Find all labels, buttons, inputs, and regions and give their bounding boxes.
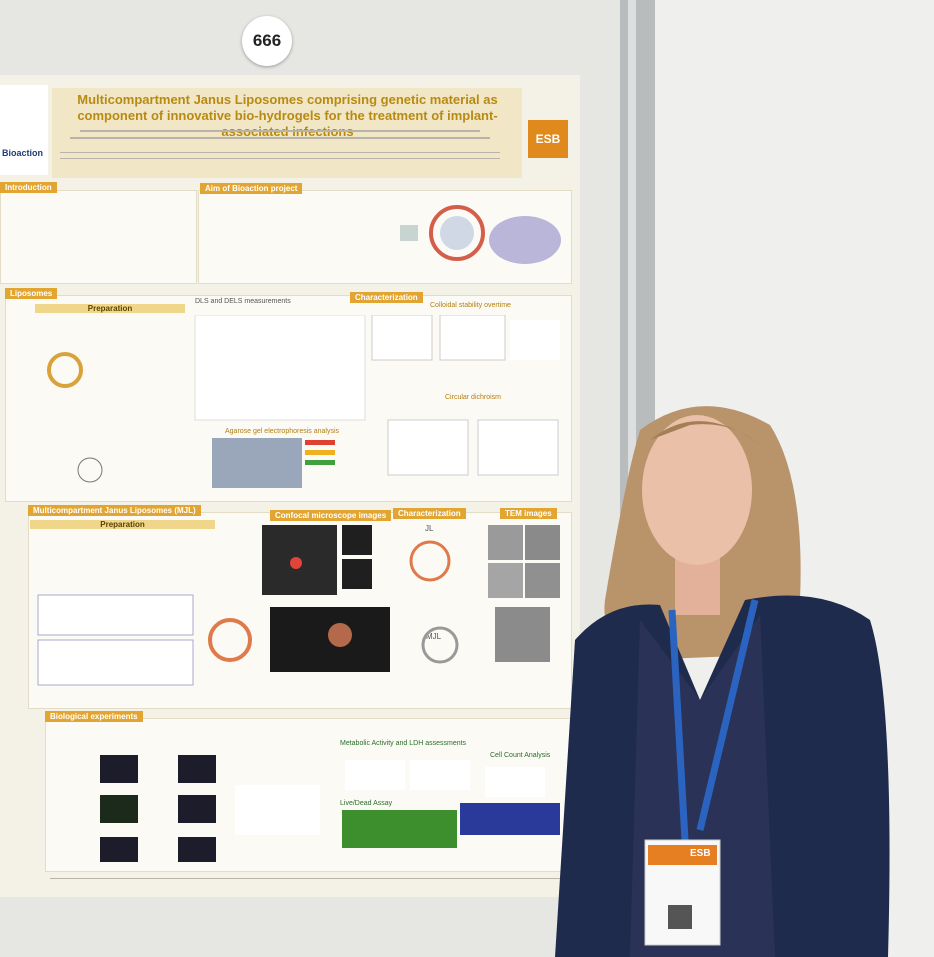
section-header: Introduction <box>0 182 57 193</box>
logo-left: Bioaction <box>2 148 44 158</box>
affiliations <box>60 158 500 159</box>
subsection-title: Agarose gel electrophoresis analysis <box>225 428 340 435</box>
subsection-bar: Preparation <box>30 520 215 529</box>
subsection-title: Circular dichroism <box>445 394 502 401</box>
section-header: TEM images <box>500 508 557 519</box>
lanyard-badge-logo: ESB <box>690 848 711 859</box>
title-box <box>52 88 522 178</box>
section-header: Biological experiments <box>45 711 143 722</box>
logo-left-box <box>0 85 48 175</box>
affiliations <box>60 152 500 153</box>
subsection-bar: Preparation <box>35 304 185 313</box>
mjl-figures <box>37 525 560 686</box>
section-header: Liposomes <box>5 288 58 299</box>
subsection-title: Colloidal stability overtime <box>430 302 511 309</box>
section-header: Multicompartment Janus Liposomes (MJL) <box>28 505 201 516</box>
aim-figure <box>400 205 561 264</box>
poster-title: Multicompartment Janus Liposomes compris… <box>77 92 498 139</box>
acknowledgements <box>50 878 570 879</box>
intro-panel <box>0 190 197 284</box>
bio-figures <box>100 755 560 862</box>
section-header: Aim of Bioaction project <box>200 183 303 194</box>
authors <box>70 137 490 139</box>
section-header: Characterization <box>350 292 423 303</box>
section-header: Characterization <box>393 508 466 519</box>
subsection-title: JL <box>425 524 434 533</box>
subsection-title: Cell Count Analysis <box>490 752 551 759</box>
poster-number-badge: 666 <box>242 16 292 66</box>
subsection-title: MJL <box>426 632 442 641</box>
liposomes-figures <box>47 315 560 488</box>
authors <box>80 130 480 132</box>
subsection-title: DLS and DELS measurements <box>195 298 291 305</box>
logo-right: ESB <box>528 120 568 158</box>
subsection-title: Live/Dead Assay <box>340 800 393 807</box>
subsection-title: Metabolic Activity and LDH assessments <box>340 740 467 747</box>
section-header: Confocal microscope images <box>270 510 392 521</box>
